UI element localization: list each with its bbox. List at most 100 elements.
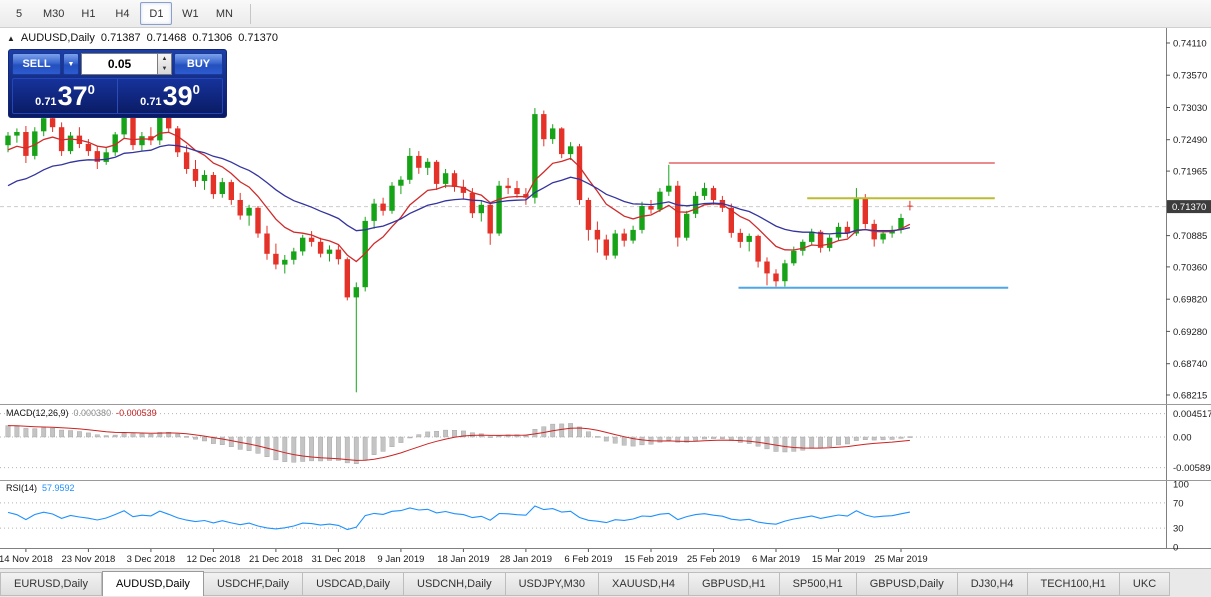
tab-usdcnh-daily[interactable]: USDCNH,Daily (404, 572, 506, 596)
sell-price-display[interactable]: 0.71 37 0 (13, 79, 117, 113)
chart-background (0, 28, 1211, 568)
volume-field: 0.05 ▲ ▼ (81, 53, 172, 75)
buy-price-big: 39 (162, 81, 193, 111)
moving-average-fast (7, 131, 911, 263)
ohlc-high: 0.71468 (146, 32, 187, 44)
timeframe-button-d1[interactable]: D1 (140, 2, 173, 25)
caret-down-icon: ▼ (67, 60, 75, 68)
svg-text:0.72490: 0.72490 (1173, 135, 1207, 146)
stepper-down-icon: ▼ (161, 66, 168, 72)
chart-title: ▲ AUDUSD,Daily 0.71387 0.71468 0.71306 0… (7, 32, 278, 44)
macd-value: 0.000380 (73, 408, 112, 418)
rsi-line (7, 505, 911, 531)
macd-histogram (5, 423, 913, 464)
svg-text:0.74110: 0.74110 (1173, 39, 1207, 50)
rsi-scale-label: 30 (1173, 524, 1184, 535)
macd-scale-label: 0.004517 (1173, 409, 1211, 420)
chart-symbol: AUDUSD,Daily (20, 32, 95, 44)
tab-usdcad-daily[interactable]: USDCAD,Daily (303, 572, 405, 596)
rsi-value: 57.9592 (42, 483, 75, 493)
rsi-scale-label: 70 (1173, 498, 1184, 509)
timeframe-toolbar: 5 M30 H1 H4 D1 W1 MN (0, 0, 1211, 28)
svg-text:0.73030: 0.73030 (1173, 103, 1207, 114)
buy-price-display[interactable]: 0.71 39 0 (118, 79, 222, 113)
macd-signal-value: -0.000539 (116, 408, 157, 418)
buy-price-sup: 0 (192, 82, 200, 97)
svg-text:14 Nov 2018: 14 Nov 2018 (0, 554, 53, 565)
volume-dropdown-button[interactable]: ▼ (63, 53, 79, 75)
svg-text:3 Dec 2018: 3 Dec 2018 (127, 554, 176, 565)
svg-text:21 Dec 2018: 21 Dec 2018 (249, 554, 303, 565)
tab-usdjpy-m30[interactable]: USDJPY,M30 (505, 572, 600, 596)
rsi-scale-label: 0 (1173, 543, 1178, 554)
svg-text:0.70885: 0.70885 (1173, 231, 1207, 242)
svg-text:6 Mar 2019: 6 Mar 2019 (752, 554, 800, 565)
chart-tabs: EURUSD,Daily AUDUSD,Daily USDCHF,Daily USDC… (0, 568, 1211, 597)
stepper-up-icon: ▲ (161, 56, 168, 62)
buy-button[interactable]: BUY (174, 53, 223, 75)
svg-text:0.68215: 0.68215 (1173, 391, 1207, 402)
symbol-direction-icon: ▲ (7, 33, 15, 43)
rsi-label: RSI(14) 57.9592 (6, 483, 75, 493)
candles (5, 103, 913, 393)
tab-audusd-daily[interactable]: AUDUSD,Daily (101, 571, 204, 596)
one-click-trading-panel: SELL ▼ 0.05 ▲ ▼ BUY 0.71 37 0 0.71 (8, 49, 227, 118)
tab-gbpusd-daily[interactable]: GBPUSD,Daily (856, 572, 958, 596)
timeframe-button-mn[interactable]: MN (215, 7, 233, 20)
svg-text:28 Jan 2019: 28 Jan 2019 (500, 554, 552, 565)
volume-stepper[interactable]: ▲ ▼ (157, 53, 172, 75)
svg-text:0.69820: 0.69820 (1173, 295, 1207, 306)
time-scale[interactable]: 14 Nov 2018 23 Nov 2018 3 Dec 2018 12 Dec 2… (0, 549, 928, 565)
svg-text:12 Dec 2018: 12 Dec 2018 (186, 554, 240, 565)
price-divider (117, 79, 118, 113)
ohlc-open: 0.71387 (100, 32, 141, 44)
macd-scale-label: -0.005899 (1173, 463, 1211, 474)
timeframe-button-m30[interactable]: M30 (43, 7, 65, 20)
svg-text:9 Jan 2019: 9 Jan 2019 (377, 554, 424, 565)
svg-text:0.68740: 0.68740 (1173, 359, 1207, 370)
svg-text:0.69280: 0.69280 (1173, 327, 1207, 338)
tab-eurusd-daily[interactable]: EURUSD,Daily (0, 572, 102, 596)
ohlc-low: 0.71306 (192, 32, 233, 44)
timeframe-button-5[interactable]: 5 (15, 7, 23, 20)
macd-label: MACD(12,26,9) 0.000380 -0.000539 (6, 408, 157, 418)
svg-text:15 Feb 2019: 15 Feb 2019 (624, 554, 677, 565)
svg-text:18 Jan 2019: 18 Jan 2019 (437, 554, 489, 565)
svg-text:25 Mar 2019: 25 Mar 2019 (874, 554, 927, 565)
macd-signal-line (7, 425, 910, 461)
svg-text:15 Mar 2019: 15 Mar 2019 (812, 554, 865, 565)
timeframe-button-h4[interactable]: H4 (115, 7, 130, 20)
svg-text:31 Dec 2018: 31 Dec 2018 (311, 554, 365, 565)
current-price-tag-text: 0.71370 (1172, 202, 1206, 213)
volume-input[interactable]: 0.05 (81, 53, 157, 75)
chart-canvas[interactable]: 0.74110 0.73570 0.73030 0.72490 0.71965 0.708… (0, 0, 1211, 568)
macd-scale-label: 0.00 (1173, 433, 1192, 444)
price-scale[interactable]: 0.74110 0.73570 0.73030 0.72490 0.71965 0.708… (1166, 39, 1207, 402)
sell-button[interactable]: SELL (12, 53, 61, 75)
svg-text:0.73570: 0.73570 (1173, 71, 1207, 82)
tab-sp500-h1[interactable]: SP500,H1 (779, 572, 857, 596)
sell-price-sup: 0 (87, 82, 95, 97)
buy-price-prefix: 0.71 (140, 96, 162, 108)
tab-xauusd-h4[interactable]: XAUUSD,H4 (599, 572, 689, 596)
trade-controls-row: SELL ▼ 0.05 ▲ ▼ BUY (12, 53, 223, 75)
rsi-title: RSI(14) (6, 483, 38, 493)
timeframe-button-w1[interactable]: W1 (182, 7, 199, 20)
svg-text:23 Nov 2018: 23 Nov 2018 (61, 554, 115, 565)
tab-ukc[interactable]: UKC (1119, 572, 1171, 596)
sell-price-big: 37 (57, 81, 88, 111)
current-price-tag (1167, 200, 1211, 214)
tab-dj30-h4[interactable]: DJ30,H4 (957, 572, 1028, 596)
svg-text:25 Feb 2019: 25 Feb 2019 (687, 554, 740, 565)
sell-price-prefix: 0.71 (35, 96, 57, 108)
timeframe-button-h1[interactable]: H1 (81, 7, 96, 20)
moving-average-slow (7, 144, 911, 235)
svg-text:6 Feb 2019: 6 Feb 2019 (564, 554, 612, 565)
toolbar-separator (250, 3, 252, 24)
tab-usdchf-daily[interactable]: USDCHF,Daily (203, 572, 304, 596)
tab-tech100-h1[interactable]: TECH100,H1 (1027, 572, 1120, 596)
tab-gbpusd-h1[interactable]: GBPUSD,H1 (689, 572, 780, 596)
svg-text:0.70360: 0.70360 (1173, 262, 1207, 273)
ohlc-close: 0.71370 (238, 32, 278, 44)
